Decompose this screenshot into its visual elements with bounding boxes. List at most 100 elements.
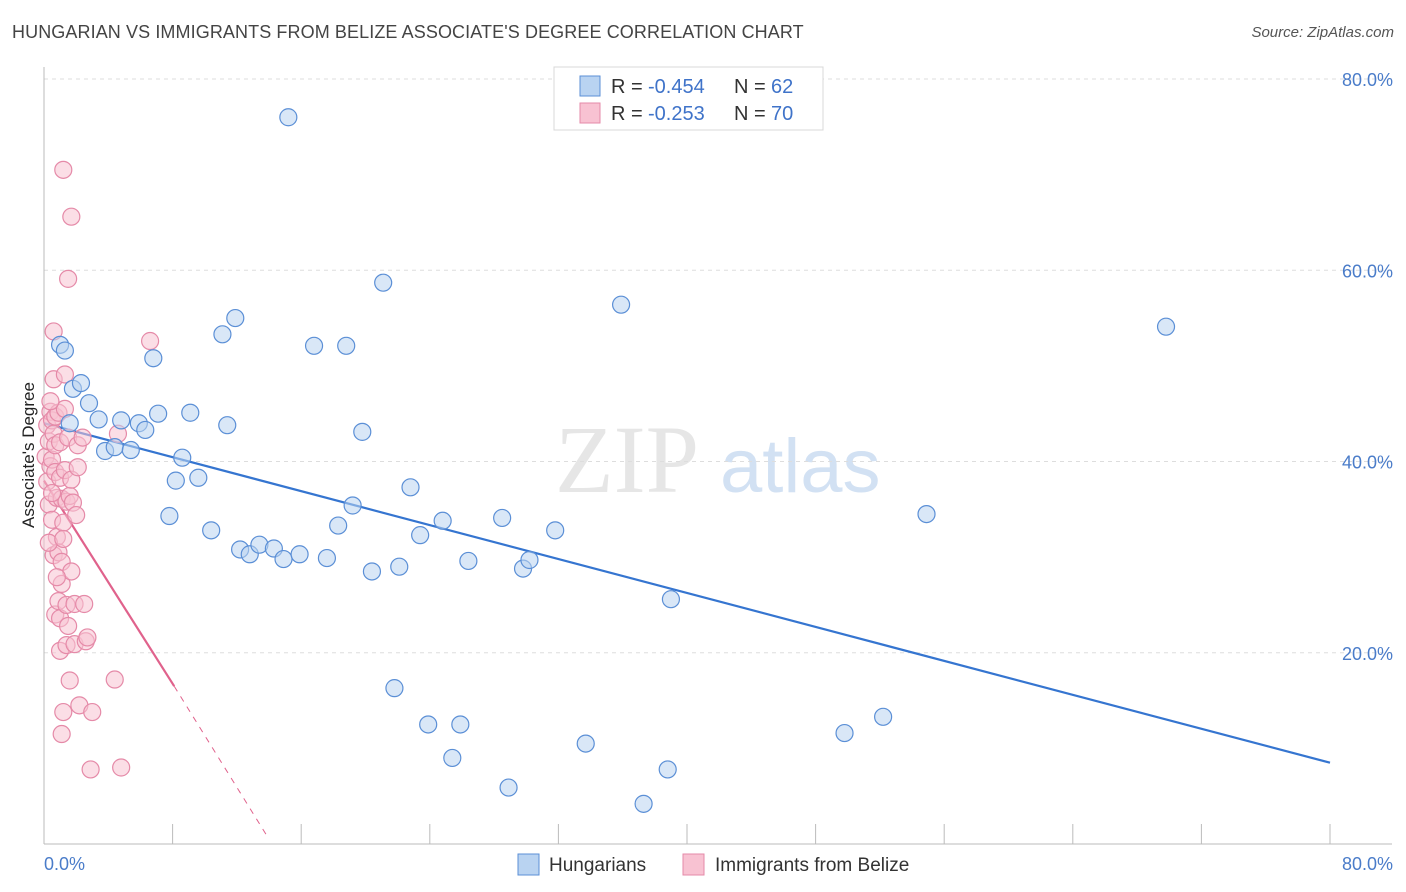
data-point: [353, 422, 372, 441]
data-point: [47, 568, 66, 587]
data-point: [78, 628, 97, 647]
axes: [43, 67, 1392, 845]
data-point: [55, 341, 74, 360]
legend-swatch-belize: [579, 102, 601, 124]
data-point: [60, 671, 79, 690]
data-point: [459, 551, 478, 571]
legend-swatch-hungarians: [579, 75, 601, 97]
data-point: [54, 702, 73, 722]
data-point: [52, 724, 71, 744]
data-point: [144, 349, 163, 368]
data-point: [546, 521, 565, 540]
x-tick-label: 0.0%: [44, 854, 85, 874]
data-point: [71, 373, 91, 393]
data-point: [343, 496, 362, 515]
data-point: [218, 416, 237, 435]
x-tick-label: 80.0%: [1342, 854, 1393, 874]
legend-n-label-1: N =: [734, 76, 766, 98]
watermark: ZIP atlas: [555, 406, 881, 513]
data-point: [54, 160, 73, 179]
data-point: [112, 411, 131, 430]
series-legend: Hungarians Immigrants from Belize: [517, 853, 909, 876]
legend-r-label-1: R =: [611, 76, 643, 98]
data-point: [874, 707, 893, 726]
data-point: [661, 590, 681, 609]
data-point: [121, 440, 140, 460]
data-point: [290, 545, 309, 564]
data-point: [55, 365, 74, 384]
data-point: [160, 506, 179, 526]
data-point: [59, 269, 78, 288]
data-point: [443, 748, 462, 768]
data-point: [337, 336, 356, 355]
data-point: [105, 438, 124, 457]
data-point: [81, 760, 100, 779]
legend-r-label-2: R =: [611, 103, 643, 125]
data-point: [68, 458, 87, 477]
data-point: [41, 392, 60, 411]
y-tick-label: 80.0%: [1342, 70, 1393, 90]
bottom-legend-swatch-hungarians: [517, 853, 540, 876]
data-point: [576, 734, 595, 753]
data-point: [173, 448, 192, 467]
stats-legend: R = -0.454 N = 62 R = -0.253 N = 70: [553, 66, 824, 131]
data-point: [917, 504, 936, 524]
data-point: [112, 758, 131, 777]
data-point: [213, 325, 232, 344]
bottom-legend-swatch-belize: [682, 853, 705, 876]
data-point: [433, 511, 452, 530]
data-point: [166, 471, 185, 490]
data-point: [89, 410, 108, 429]
data-point: [83, 702, 102, 722]
data-point: [105, 670, 124, 689]
data-point: [279, 108, 298, 127]
y-tick-labels: 80.0% 60.0% 40.0% 20.0%: [1342, 70, 1393, 664]
chart-source: Source: ZipAtlas.com: [1251, 24, 1394, 41]
data-point: [385, 679, 404, 698]
data-point: [59, 616, 78, 636]
data-point: [329, 516, 348, 535]
data-point: [317, 548, 337, 568]
data-point: [401, 478, 420, 497]
data-point: [304, 336, 324, 355]
data-point: [62, 207, 81, 226]
data-point: [149, 404, 168, 423]
data-point: [202, 521, 221, 540]
data-point: [67, 505, 86, 525]
data-point: [73, 428, 92, 447]
data-point: [140, 331, 160, 351]
gridlines: [44, 78, 1392, 654]
series-belize-points: [36, 160, 160, 779]
data-point: [374, 273, 393, 292]
data-point: [54, 529, 73, 549]
trendline-hungarians: [43, 422, 1331, 764]
bottom-legend-label-belize: Immigrants from Belize: [715, 855, 909, 876]
data-point: [42, 483, 62, 503]
chart-title: HUNGARIAN VS IMMIGRANTS FROM BELIZE ASSO…: [12, 22, 804, 42]
data-point: [362, 562, 382, 581]
data-point: [835, 723, 854, 743]
legend-r-value-2: -0.253: [648, 103, 705, 125]
trendline-belize: [173, 685, 270, 840]
data-point: [411, 526, 430, 545]
data-point: [75, 594, 94, 614]
data-point: [189, 468, 208, 487]
data-point: [60, 414, 79, 433]
legend-r-value-1: -0.454: [648, 76, 705, 98]
watermark-zip: ZIP: [555, 406, 699, 513]
data-point: [634, 794, 653, 813]
y-tick-label: 40.0%: [1342, 453, 1393, 473]
watermark-atlas: atlas: [720, 424, 881, 509]
data-point: [493, 508, 512, 528]
series-hungarians-points: [50, 108, 1176, 813]
data-point: [451, 715, 470, 734]
data-point: [390, 557, 409, 576]
data-point: [520, 550, 539, 570]
data-point: [658, 760, 677, 779]
data-point: [419, 715, 438, 734]
data-point: [226, 308, 245, 328]
y-tick-label: 20.0%: [1342, 644, 1393, 664]
y-axis-label: Associate's Degree: [19, 382, 38, 528]
data-point: [79, 394, 99, 413]
